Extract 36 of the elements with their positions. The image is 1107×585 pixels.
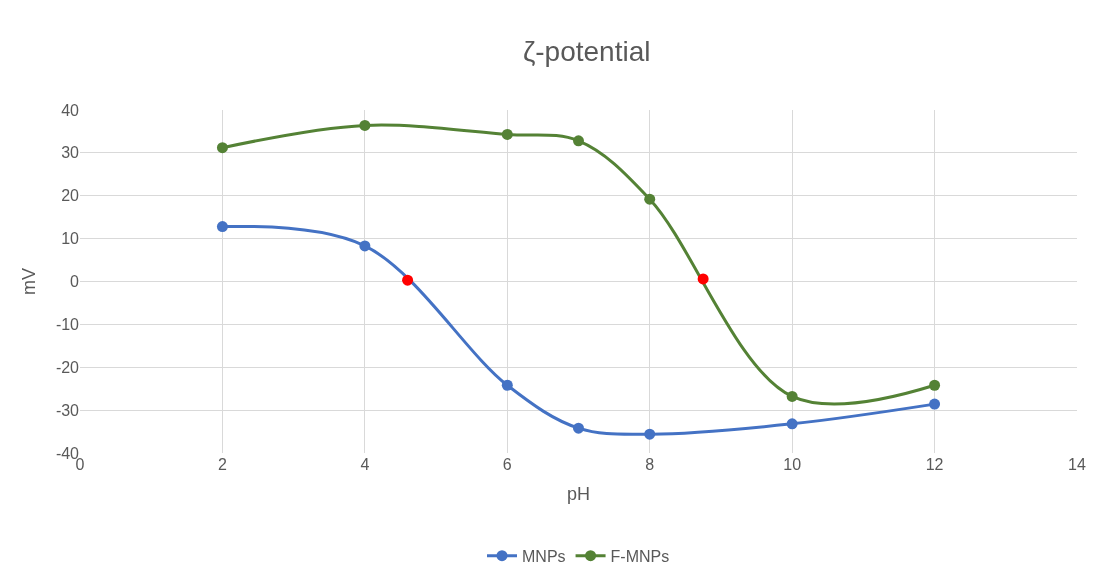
point: [359, 240, 371, 252]
point: [786, 390, 798, 402]
y-tick-label: -30: [55, 401, 80, 419]
point: [644, 193, 656, 205]
y-tick-label: -10: [55, 315, 80, 333]
y-tick-label: 10: [61, 230, 80, 248]
y-tick-label: -20: [55, 358, 80, 376]
point: [501, 128, 513, 140]
point: [359, 119, 371, 131]
point: [573, 135, 584, 147]
y-tick-label: 0: [70, 273, 80, 291]
x-tick-label: 10: [783, 456, 802, 473]
x-tick-label: 8: [645, 456, 655, 473]
x-tick-label: 14: [1068, 456, 1086, 473]
legend-label: F-MNPs: [610, 547, 670, 565]
x-axis-title: pH: [566, 484, 591, 505]
point: [697, 273, 709, 285]
legend-label: MNPs: [522, 547, 566, 565]
point: [216, 142, 228, 154]
point: [929, 379, 941, 391]
y-tick-label: 20: [61, 187, 80, 205]
point: [402, 274, 414, 286]
point: [501, 379, 513, 391]
x-tick-label: 4: [360, 456, 370, 473]
point: [573, 422, 584, 434]
y-tick-label: 30: [61, 144, 80, 162]
point: [786, 418, 798, 430]
y-axis-title: mV: [19, 268, 40, 295]
x-tick-label: 2: [217, 456, 227, 473]
x-tick-label: 6: [502, 456, 512, 473]
chart-title: ζ-potential: [522, 35, 651, 67]
point: [644, 428, 656, 440]
x-tick-label: 12: [925, 456, 944, 473]
point: [929, 398, 941, 410]
point: [216, 221, 228, 233]
y-tick-label: 40: [61, 101, 80, 119]
